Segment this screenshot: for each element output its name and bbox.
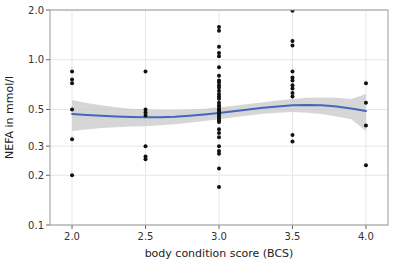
- scatter-point: [70, 137, 74, 141]
- tick-mark: [46, 175, 50, 176]
- chart: 2.0 2.5 3.0 3.5 4.0 0.1 0.2 0.3 0.5 1.0 2.0 body co…: [0, 0, 400, 263]
- scatter-point: [144, 157, 148, 161]
- scatter-point: [217, 135, 221, 139]
- scatter-point: [144, 144, 148, 148]
- tick-label: 0.2: [28, 170, 44, 181]
- scatter-point: [70, 77, 74, 81]
- tick-label: 0.3: [28, 141, 44, 152]
- tick-label: 3.5: [285, 231, 301, 242]
- tick-mark: [145, 225, 146, 229]
- tick-label: 4.0: [358, 231, 374, 242]
- scatter-point: [217, 131, 221, 135]
- scatter-point: [364, 124, 368, 128]
- x-axis-label: body condition score (BCS): [145, 247, 294, 260]
- tick-mark: [46, 225, 50, 226]
- tick-label: 2.0: [64, 231, 80, 242]
- scatter-point: [290, 91, 294, 95]
- scatter-point: [290, 78, 294, 82]
- background: [0, 0, 400, 263]
- plot-frame: [50, 10, 388, 225]
- scatter-point: [290, 39, 294, 43]
- scatter-point: [290, 140, 294, 144]
- plot-data: [70, 10, 368, 189]
- grid: [50, 10, 388, 225]
- tick-label: 1.0: [28, 54, 44, 65]
- tick-mark: [72, 225, 73, 229]
- tick-mark: [46, 59, 50, 60]
- grid-line: [50, 59, 388, 60]
- scatter-point: [290, 69, 294, 73]
- scatter-point: [70, 69, 74, 73]
- tick-mark: [46, 146, 50, 147]
- scatter-point: [217, 29, 221, 33]
- scatter-point: [290, 86, 294, 90]
- scatter-point: [290, 94, 294, 98]
- tick-label: 0.5: [28, 104, 44, 115]
- scatter-point: [217, 97, 221, 101]
- scatter-point: [70, 81, 74, 85]
- y-axis-label: NEFA in mmol/l: [3, 76, 16, 159]
- scatter-point: [217, 54, 221, 58]
- scatter-point: [217, 120, 221, 124]
- tick-label: 2.0: [28, 5, 44, 16]
- scatter-point: [217, 65, 221, 69]
- scatter-point: [217, 127, 221, 131]
- scatter-point: [364, 101, 368, 105]
- scatter-point: [217, 74, 221, 78]
- tick-mark: [365, 225, 366, 229]
- scatter-point: [217, 185, 221, 189]
- scatter-point: [144, 69, 148, 73]
- scatter-point: [70, 173, 74, 177]
- tick-label: 0.1: [28, 220, 44, 231]
- tick-mark: [46, 10, 50, 11]
- tick-mark: [46, 109, 50, 110]
- scatter-point: [364, 163, 368, 167]
- grid-line: [50, 175, 388, 176]
- scatter-point: [290, 133, 294, 137]
- scatter-point: [217, 25, 221, 29]
- scatter-point: [70, 107, 74, 111]
- tick-mark: [292, 225, 293, 229]
- scatter-point: [364, 81, 368, 85]
- axes: 2.0 2.5 3.0 3.5 4.0 0.1 0.2 0.3 0.5 1.0 2.0: [28, 5, 374, 243]
- tick-label: 2.5: [138, 231, 154, 242]
- tick-mark: [219, 225, 220, 229]
- scatter-point: [144, 113, 148, 117]
- scatter-point: [217, 166, 221, 170]
- scatter-point: [290, 43, 294, 47]
- scatter-point: [217, 144, 221, 148]
- tick-label: 3.0: [211, 231, 227, 242]
- scatter-point: [217, 152, 221, 156]
- confidence-band: [72, 94, 366, 131]
- scatter-point: [217, 45, 221, 49]
